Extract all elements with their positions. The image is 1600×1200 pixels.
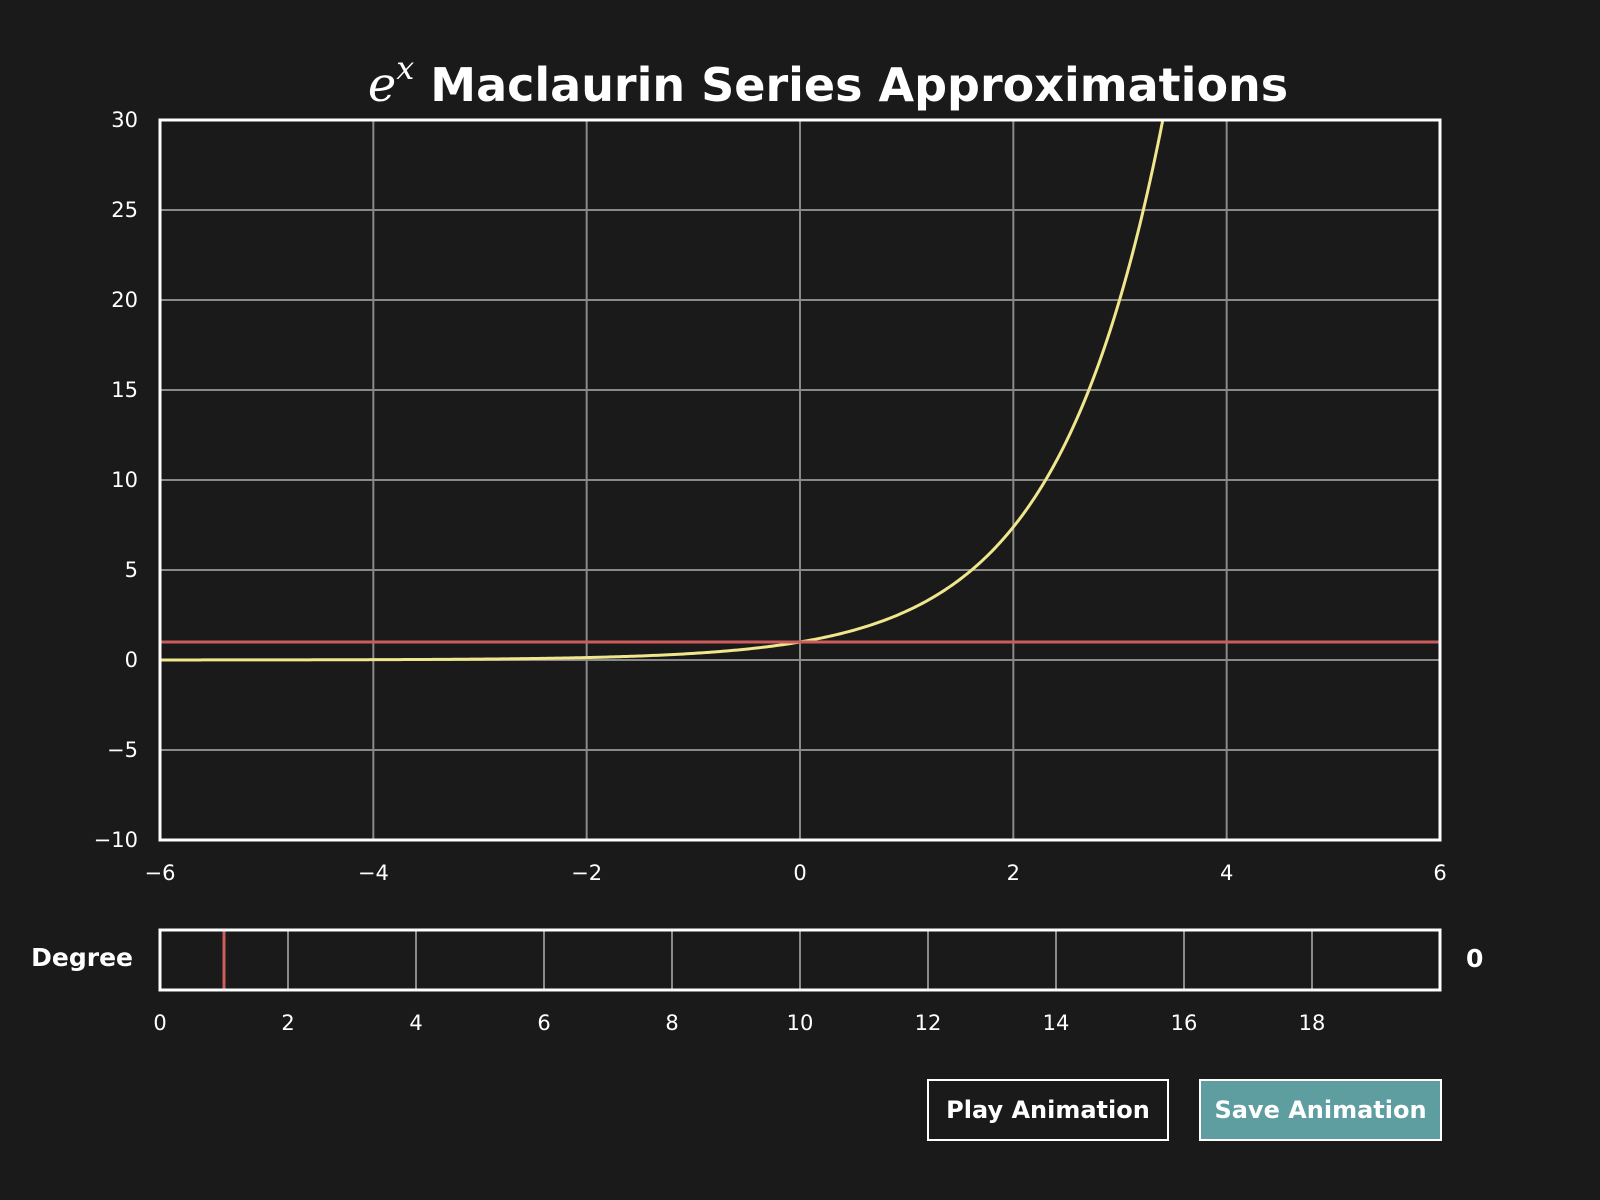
chart-title: ex Maclaurin Series Approximations (368, 49, 1288, 113)
save-animation-button[interactable]: Save Animation (1199, 1079, 1442, 1141)
x-tick-label: 2 (1007, 861, 1020, 885)
slider-tick-label: 14 (1043, 1011, 1070, 1035)
y-tick-label: 30 (111, 108, 138, 132)
slider-tick-label: 10 (787, 1011, 814, 1035)
y-tick-label: 20 (111, 288, 138, 312)
slider-tick-label: 8 (665, 1011, 678, 1035)
slider-tick-label: 12 (915, 1011, 942, 1035)
title-superscript: x (396, 49, 414, 87)
plot-frame (158, 118, 1442, 842)
y-tick-label: 15 (111, 378, 138, 402)
slider-tick-label: 0 (153, 1011, 166, 1035)
x-tick-label: 0 (793, 861, 806, 885)
y-tick-label: 5 (125, 558, 138, 582)
slider-track (158, 928, 1442, 992)
x-tick-label: −6 (145, 861, 176, 885)
x-tick-label: 4 (1220, 861, 1233, 885)
slider-tick-label: 6 (537, 1011, 550, 1035)
y-tick-label: 10 (111, 468, 138, 492)
x-tick-label: −2 (571, 861, 602, 885)
y-tick-label: 25 (111, 198, 138, 222)
slider-tick-label: 18 (1299, 1011, 1326, 1035)
x-tick-label: 6 (1433, 861, 1446, 885)
plot-area: −6 −4 −2 0 2 4 6 −10 −5 0 5 10 15 20 25 30 (94, 108, 1447, 885)
function-curve (160, 120, 1165, 662)
degree-slider[interactable]: Degree 0 2 4 6 8 10 12 14 16 18 0 (31, 928, 1483, 1035)
slider-label: Degree (31, 943, 133, 972)
y-tick-label: 0 (125, 648, 138, 672)
play-animation-button[interactable]: Play Animation (927, 1079, 1169, 1141)
title-base: e (368, 57, 396, 113)
slider-tick-label: 2 (281, 1011, 294, 1035)
title-text: Maclaurin Series Approximations (414, 58, 1288, 112)
y-tick-label: −10 (94, 828, 138, 852)
y-tick-label: −5 (107, 738, 138, 762)
x-tick-label: −4 (358, 861, 389, 885)
slider-tick-label: 4 (409, 1011, 422, 1035)
slider-tick-label: 16 (1171, 1011, 1198, 1035)
slider-value-text: 0 (1466, 944, 1483, 973)
